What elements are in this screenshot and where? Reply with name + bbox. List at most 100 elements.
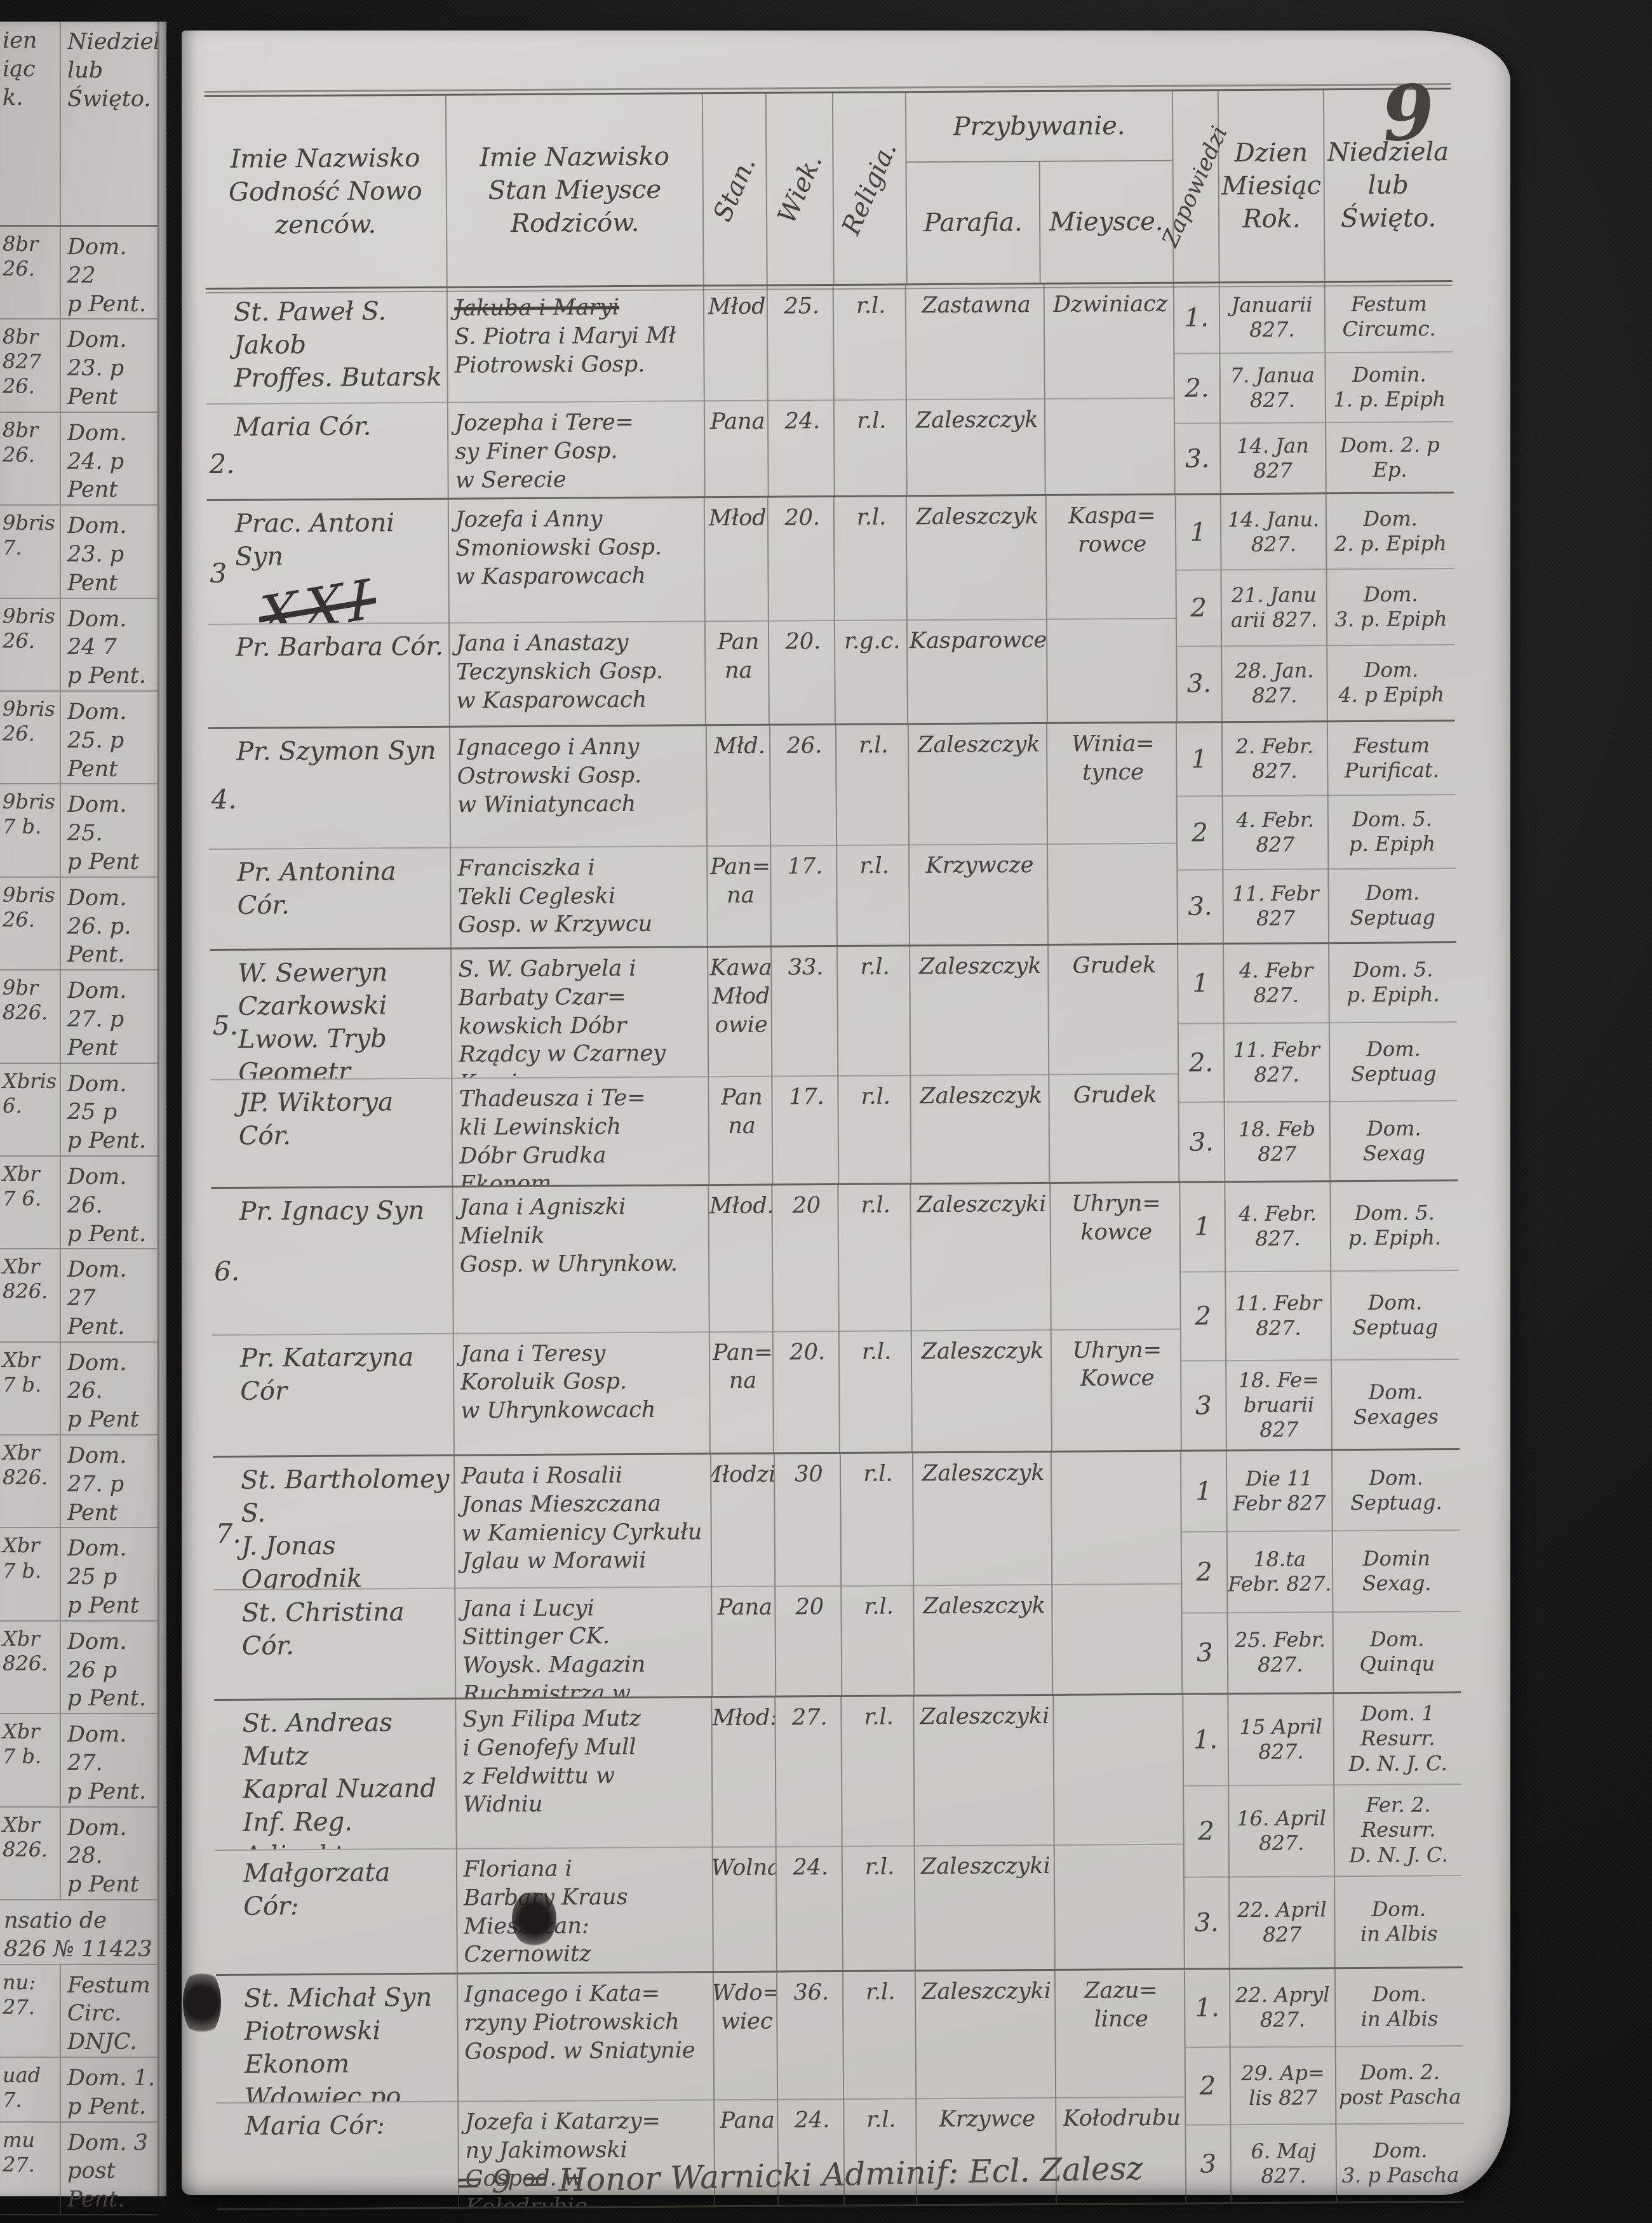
bann-date: Die 11 Febr 827 — [1232, 1466, 1326, 1515]
groom-religion: r.l. — [865, 1979, 896, 2005]
groom-parents-cell: Jakuba i Maryi S. Piotra i Maryi Mł Piotr… — [448, 286, 704, 403]
parish-column: Zaleszczyk Zaleszczyk — [913, 1452, 1054, 1695]
prev-page-entry: Xbr 826. Dom. 27. p Pent — [0, 1435, 158, 1529]
bride-name-cell: Małgorzata Cór: — [215, 1850, 457, 1974]
bann-feast-cell: Festum Circumc. — [1325, 282, 1453, 353]
bann-date: 21. Janu arii 827. — [1230, 582, 1318, 633]
groom-place-cell — [1052, 1451, 1181, 1585]
groom-parents: S. W. Gabryela i Barbaty Czar= kowskich … — [458, 955, 666, 1079]
prev-entry-feast: Dom. 25. p Pent — [67, 699, 127, 782]
prev-entry-feast: Dom. 23. p Pent — [67, 327, 127, 410]
prev-entry-feast: Dom. 24. p Pent — [67, 420, 127, 503]
crossed-out-text: XXI — [258, 567, 377, 626]
bride-name: JP. Wiktorya Cór. — [238, 1087, 394, 1151]
bann-date: 18. Feb 827 — [1238, 1117, 1316, 1166]
bride-religion: r.l. — [859, 853, 889, 879]
bann-date-column: Januarii 827. 7. Janua 827. 14. Jan 827 — [1219, 283, 1327, 494]
bride-status: Pan na — [717, 629, 760, 684]
bann-number-cell: 2 — [1185, 2047, 1230, 2126]
record-number: 3 — [210, 557, 227, 589]
prev-entry-feast: Dom. 1. p Pent. — [67, 2065, 155, 2119]
groom-status: Młod. — [709, 1193, 773, 1219]
bann-date-cell: 6. Maj 827. — [1231, 2125, 1336, 2203]
record-number: 4. — [211, 784, 237, 816]
prev-page-entry: 9br 826. Dom. 27. p Pent — [0, 970, 158, 1064]
prev-entry-date: 9bris 26. — [0, 598, 61, 690]
bann-feast-cell: Dom. in Albis — [1335, 1876, 1463, 1967]
bride-name: Pr. Barbara Cór. — [236, 632, 444, 663]
name-column: 4. Pr. Szymon Syn Pr. Antonina Cór. — [208, 727, 452, 950]
bann-date: 25. Febr. 827. — [1234, 1627, 1326, 1677]
bann-number-cell: 2. — [1174, 353, 1219, 425]
bann-date: 29. Ap= lis 827 — [1241, 2060, 1325, 2111]
prev-page-entry: Xbr 7 b. Dom. 27. p Pent. — [0, 1714, 158, 1808]
bride-age: 24. — [784, 408, 821, 434]
bride-place-cell — [1047, 619, 1176, 722]
bann-date: 11. Febr 827 — [1232, 881, 1319, 930]
bann-number: 1 — [1195, 1477, 1212, 1507]
bann-feast: Dom. 4. p Epiph — [1338, 657, 1445, 708]
bann-number-cell: 3. — [1175, 424, 1219, 494]
groom-status: Młd. — [714, 733, 765, 760]
bride-parish: Zaleszczyk — [921, 1338, 1044, 1364]
bride-religion-cell: r.l. — [839, 1076, 911, 1183]
status-column: Młod. Pan= na — [709, 1185, 775, 1453]
groom-age: 25. — [784, 293, 820, 319]
header-residence-subrow: Parafia. Mieysce. — [906, 161, 1173, 284]
bann-feast: Festum Circumc. — [1342, 292, 1436, 342]
groom-status: Młod — [708, 293, 766, 320]
marriage-register-table: Imie Nazwisko Godność Nowo zenców. Imie … — [204, 88, 1465, 2210]
bride-age: 24. — [794, 2107, 830, 2133]
bann-feast-column: Dom. Septuag. Domin Sexag. Dom. Quinqu — [1332, 1449, 1461, 1692]
bann-feast: Dom. Septuag — [1352, 1290, 1439, 1340]
groom-name-cell: 3 Prac. Antoni Syn XXI — [206, 499, 448, 626]
bride-name: Maria Cór: — [245, 2111, 386, 2141]
bride-name-cell: JP. Wiktorya Cór. — [210, 1079, 452, 1187]
prev-entry-feast: Dom. 26. p Pent. — [67, 1164, 146, 1247]
bann-number-cell: 3. — [1177, 647, 1221, 722]
age-column: 20 20. — [772, 1185, 841, 1453]
prev-entry-date: Xbr 826. — [0, 1435, 61, 1528]
bann-number-column: 1 2. 3. — [1178, 944, 1225, 1181]
register-page: 9 Imie Nazwisko Godność Nowo zenców. Imi… — [182, 30, 1510, 2210]
groom-name-cell: St. Paweł S. Jakob Proffes. Butarsk — [205, 288, 448, 405]
bride-status: Wolna — [713, 1855, 777, 1881]
groom-religion-cell: r.l. — [843, 1971, 916, 2100]
bride-status-cell: Pana — [705, 401, 768, 497]
bann-number: 2 — [1190, 593, 1207, 623]
prev-entry-date: 9bris 7 b. — [0, 784, 61, 876]
bann-number-cell: 3. — [1178, 870, 1223, 943]
bride-parish-cell: Zaleszczyk — [912, 1330, 1051, 1451]
bann-feast: Dom. 5. p. Epiph. — [1348, 1200, 1442, 1251]
bann-number-cell: 1 — [1181, 1451, 1226, 1533]
bann-date-cell: 4. Febr 827. — [1223, 944, 1329, 1024]
bann-number-cell: 2 — [1180, 1272, 1226, 1362]
bride-name-cell: 2. Maria Cór. — [206, 403, 448, 499]
groom-religion-cell: r.l. — [834, 497, 906, 622]
bann-date-cell: 14. Jan 827 — [1221, 424, 1326, 494]
bann-feast-column: Dom. 1 Resurr. D. N. J. C. Fer. 2. Resurr… — [1334, 1693, 1463, 1967]
bride-parents-cell: Jana i Teresy Koroluik Gosp. w Uhrynkowc… — [454, 1333, 710, 1454]
age-column: 30 20 — [775, 1453, 843, 1696]
bann-date: 2. Febr. 827. — [1235, 734, 1314, 783]
bann-feast-cell: Domin. 1. p. Epiph — [1326, 352, 1454, 424]
groom-place-cell: Zazu= lince — [1055, 1970, 1185, 2099]
prev-page-entry: 9bris 26. Dom. 24 7 p Pent. — [0, 598, 158, 692]
bride-parents-cell: Thadeusza i Te= kli Lewinskich Dóbr Grud… — [453, 1077, 709, 1186]
bann-date: 4. Febr 827. — [1239, 958, 1313, 1008]
groom-status-cell: Młodzia — [711, 1454, 775, 1587]
bann-feast-cell: Dom. in Albis — [1336, 1968, 1463, 2047]
bride-name-cell: Pr. Barbara Cór. — [208, 624, 449, 727]
record-number: 5. — [212, 1009, 239, 1041]
bann-date: Januarii 827. — [1231, 292, 1313, 342]
bann-number: 1. — [1193, 1725, 1218, 1755]
bann-date-cell: 11. Febr 827 — [1223, 870, 1328, 943]
bride-age-cell: 24. — [769, 401, 834, 496]
bann-feast-cell: Dom. 2. p. Epiph — [1326, 494, 1454, 570]
bride-age: 20. — [789, 1339, 826, 1365]
bann-date-cell: 4. Febr. 827. — [1225, 1182, 1331, 1272]
bann-feast-column: Festum Purificat. Dom. 5. p. Epiph Dom. Se… — [1327, 722, 1456, 942]
header-sunday-or-feast: Niedziela lub Święto. — [1327, 137, 1449, 234]
bride-name-cell: Pr. Katarzyna Cór — [212, 1334, 453, 1456]
header-banns: Zapowiedzi — [1158, 91, 1233, 282]
